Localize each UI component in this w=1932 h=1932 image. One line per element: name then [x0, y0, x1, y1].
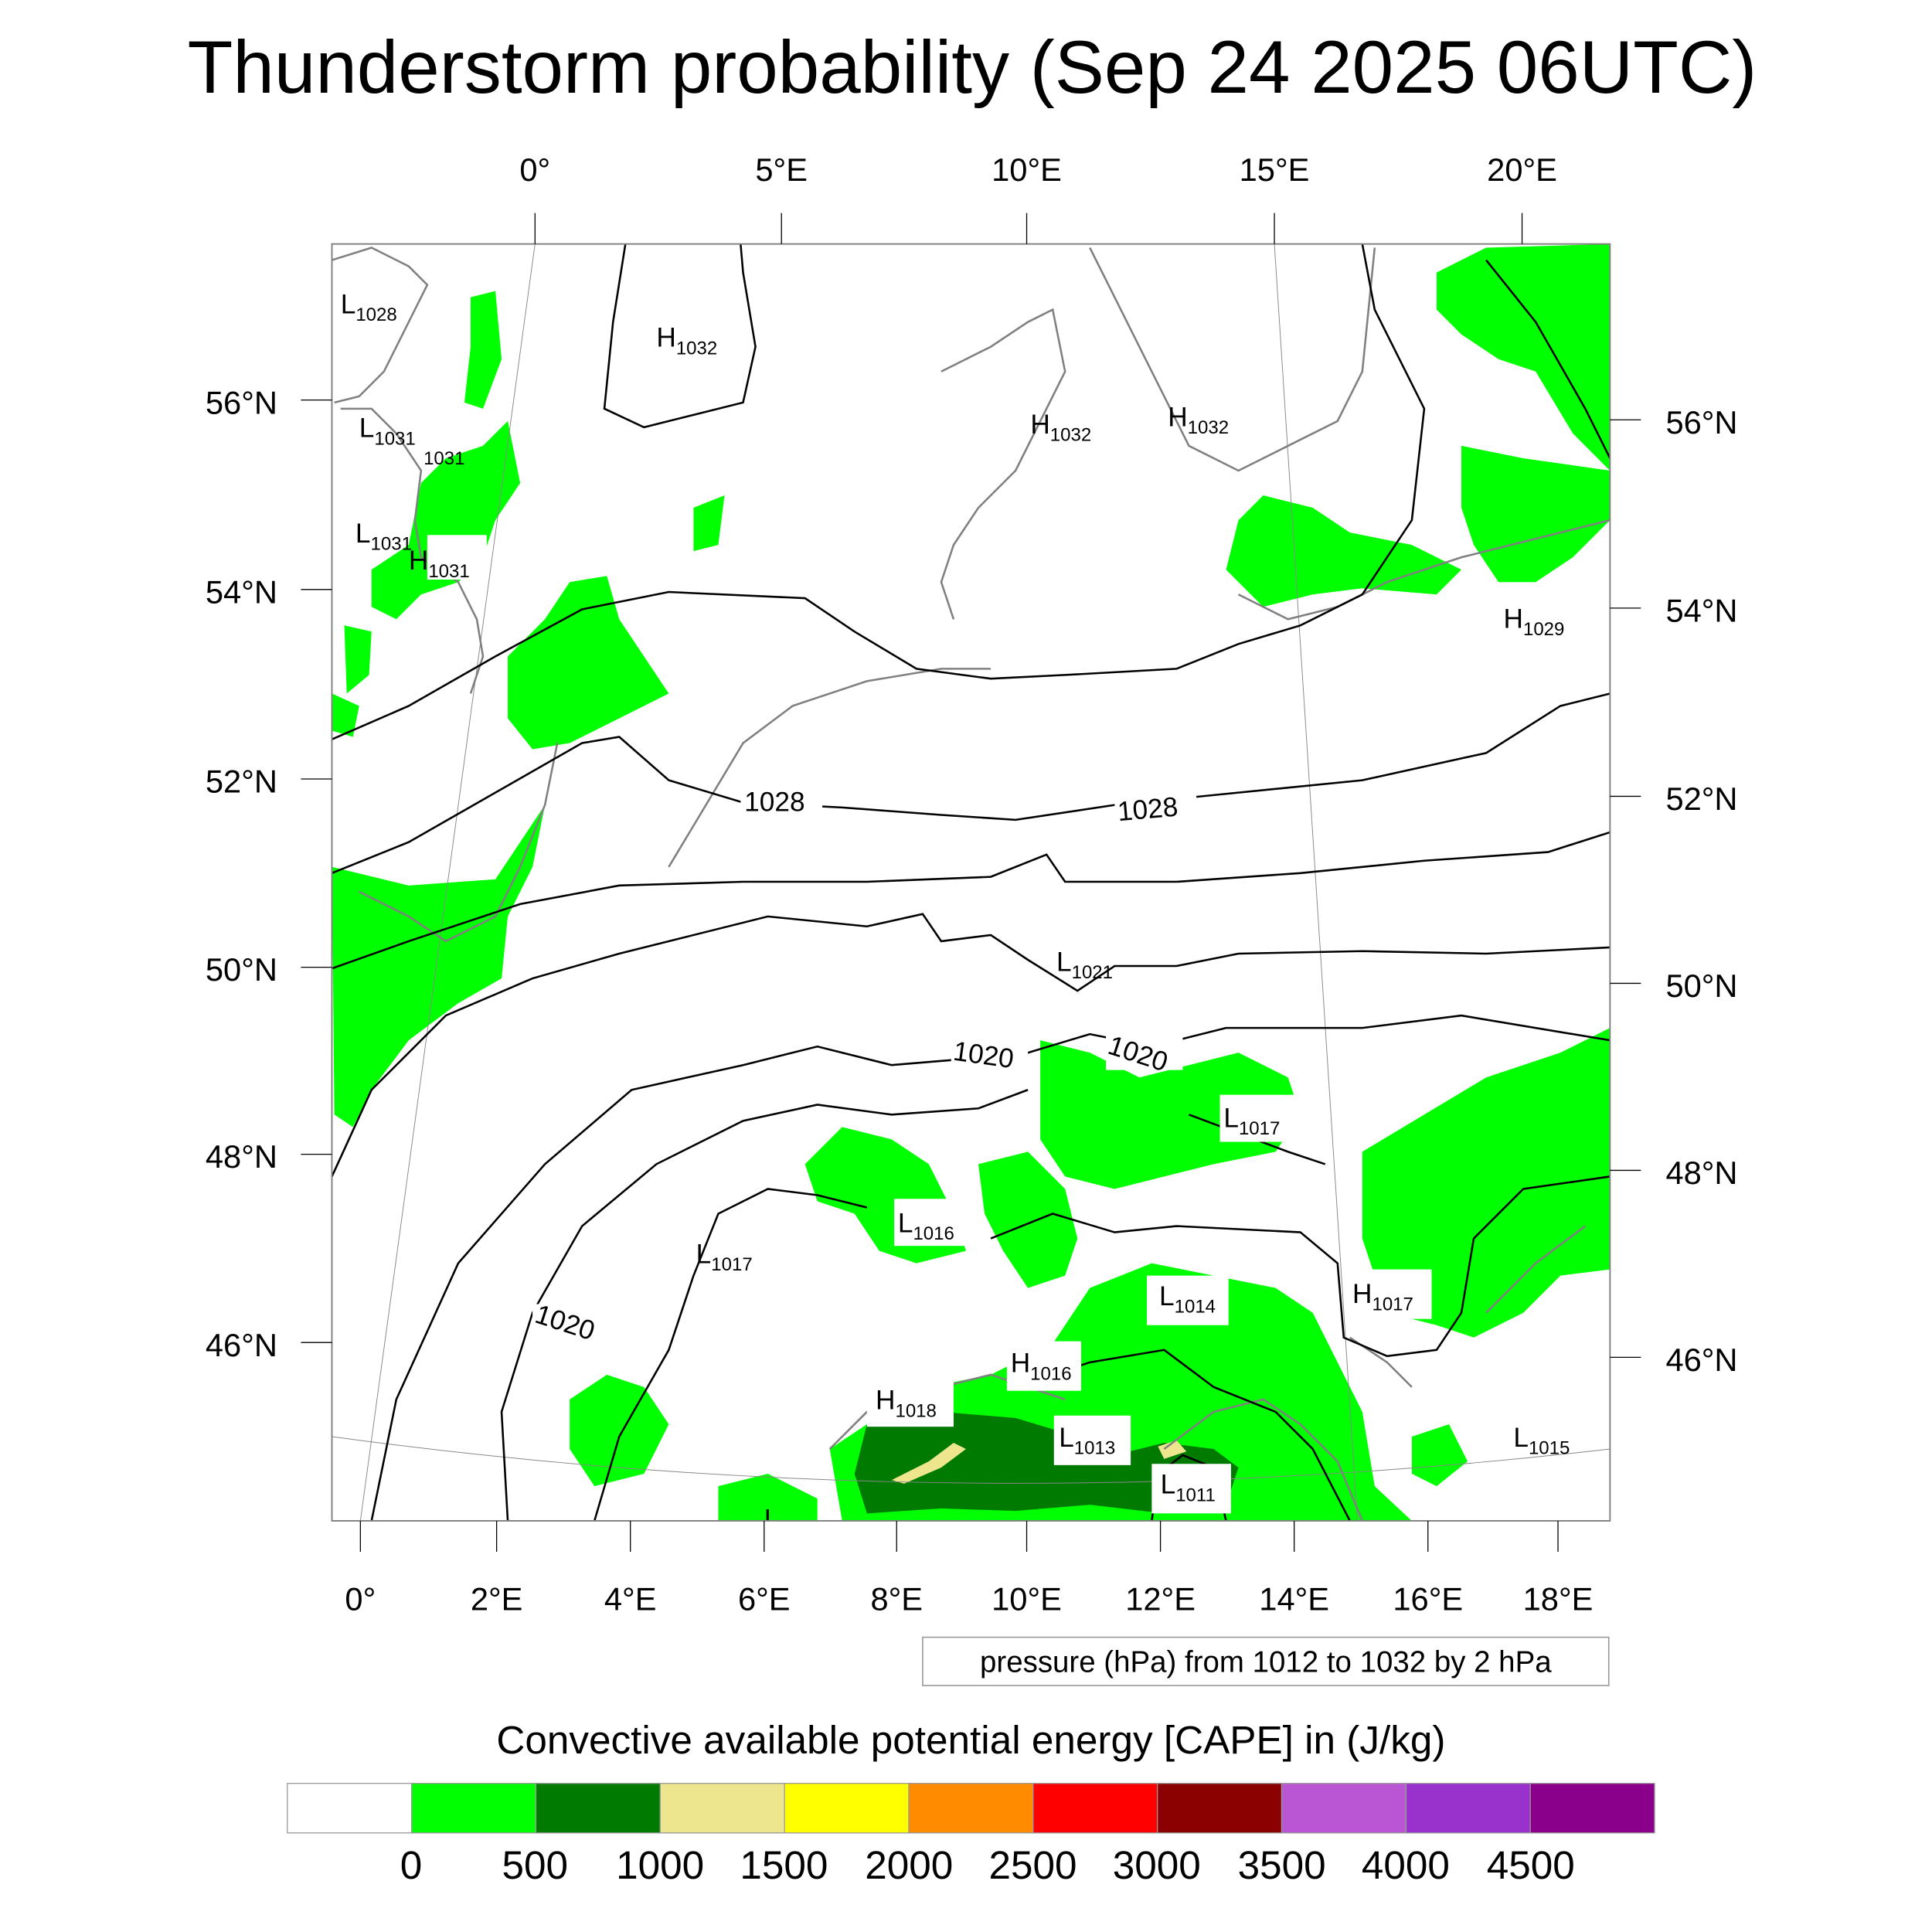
pressure-center: L1028	[341, 289, 397, 325]
cape-1000-1500-area	[891, 1442, 966, 1484]
colorbar-title: Convective available potential energy [C…	[496, 1718, 1445, 1762]
pressure-center: L1016	[898, 1209, 954, 1245]
contour-labels: 1028 1028 1020 1020 1020	[532, 782, 1197, 1346]
pressure-center: H1017	[1352, 1279, 1413, 1315]
pressure-center: L1013	[1059, 1423, 1115, 1459]
graticule	[332, 243, 1611, 1521]
right-latitude-labels: 56°N 54°N 52°N 50°N 48°N 46°N	[1665, 404, 1737, 1378]
pressure-center: L1017	[1223, 1103, 1280, 1139]
map-area: L1028 L1031 1031 L1031 H1031 H1032 H1032…	[332, 243, 1611, 1521]
cape-500-1000-area	[854, 1411, 1239, 1514]
bottom-longitude-labels: 0° 2°E 4°E 6°E 8°E 10°E 12°E 14°E 16°E 1…	[345, 1580, 1593, 1617]
lon-label: 4°E	[604, 1580, 657, 1617]
contour-label: 1028	[744, 787, 804, 818]
lon-label: 10°E	[992, 151, 1062, 188]
contour-info-text: pressure (hPa) from 1012 to 1032 by 2 hP…	[980, 1645, 1552, 1679]
lat-label: 56°N	[1665, 404, 1737, 440]
colorbar-label: 4000	[1362, 1843, 1450, 1887]
lat-label: 52°N	[206, 764, 277, 800]
pressure-center: L1015	[1513, 1423, 1570, 1459]
lon-label: 6°E	[738, 1580, 791, 1617]
colorbar-label: 3000	[1113, 1843, 1201, 1887]
lat-label: 46°N	[1665, 1342, 1737, 1378]
lat-label: 50°N	[206, 951, 277, 988]
pressure-center: H1029	[1504, 604, 1565, 641]
contour-info-box	[922, 1636, 1610, 1686]
cape-1000-1500-area	[1158, 1440, 1187, 1459]
lat-label: 54°N	[1665, 592, 1737, 628]
pressure-center: H1032	[1030, 410, 1091, 446]
lat-label: 52°N	[1665, 781, 1737, 817]
colorbar-labels: 0 500 1000 1500 2000 2500 3000 3500 4000…	[400, 1843, 1575, 1887]
pressure-center: H1016	[1011, 1349, 1072, 1385]
colorbar-swatch	[1405, 1783, 1531, 1834]
lat-label: 48°N	[206, 1138, 277, 1175]
left-latitude-labels: 56°N 54°N 52°N 50°N 48°N 46°N	[206, 384, 277, 1363]
isobars	[332, 243, 1611, 1521]
lon-label: 2°E	[471, 1580, 523, 1617]
colorbar-label: 4500	[1487, 1843, 1575, 1887]
colorbar-label: 1500	[740, 1843, 828, 1887]
lon-label: 20°E	[1487, 151, 1557, 188]
pressure-center: 1031	[423, 448, 464, 469]
colorbar-swatch	[1281, 1783, 1406, 1834]
lon-label: 14°E	[1259, 1580, 1329, 1617]
pressure-center: L1017	[696, 1240, 753, 1276]
colorbar-label: 2000	[865, 1843, 953, 1887]
colorbar-label: 3500	[1238, 1843, 1326, 1887]
lon-label: 16°E	[1393, 1580, 1463, 1617]
colorbar-swatch	[659, 1783, 785, 1834]
colorbar-swatch	[1032, 1783, 1158, 1834]
colorbar-swatch	[784, 1783, 910, 1834]
lon-label: 5°E	[755, 151, 808, 188]
pressure-center: H1018	[876, 1386, 937, 1422]
colorbar-swatch	[287, 1783, 413, 1834]
lat-label: 56°N	[206, 384, 277, 420]
pressure-center: H1032	[656, 323, 717, 359]
pressure-center: L1011	[1161, 1470, 1216, 1506]
pressure-center: L1021	[1056, 947, 1113, 983]
colorbar-swatch	[1529, 1783, 1655, 1834]
lon-label: 8°E	[870, 1580, 923, 1617]
colorbar-swatch	[1157, 1783, 1283, 1834]
colorbar-label: 2500	[989, 1843, 1077, 1887]
lon-label: 0°	[519, 151, 550, 188]
axis-ticks	[301, 213, 1641, 1553]
colorbar-swatch	[410, 1783, 537, 1834]
pressure-center: L1014	[1159, 1281, 1216, 1318]
lon-label: 0°	[345, 1580, 376, 1617]
map-frame	[331, 243, 1611, 1522]
lat-label: 46°N	[206, 1327, 277, 1363]
colorbar	[287, 1783, 1655, 1834]
lon-label: 10°E	[992, 1580, 1062, 1617]
top-longitude-labels: 0° 5°E 10°E 15°E 20°E	[519, 151, 1557, 188]
colorbar-label: 1000	[616, 1843, 704, 1887]
lat-label: 50°N	[1665, 968, 1737, 1004]
colorbar-label: 0	[400, 1843, 423, 1887]
pressure-center: L1031	[355, 519, 412, 555]
lat-label: 48°N	[1665, 1155, 1737, 1191]
pressure-center: H1032	[1168, 402, 1229, 438]
colorbar-swatch	[908, 1783, 1034, 1834]
pressure-center: H1031	[409, 546, 470, 582]
pressure-center: L1031	[359, 413, 416, 450]
colorbar-swatch	[535, 1783, 661, 1834]
pressure-center-labels: L1028 L1031 1031 L1031 H1031 H1032 H1032…	[341, 289, 1570, 1520]
cape-0-500-areas	[332, 243, 1611, 1521]
lon-label: 18°E	[1523, 1580, 1594, 1617]
figure-title: Thunderstorm probability (Sep 24 2025 06…	[188, 26, 1757, 109]
lon-label: 15°E	[1240, 151, 1310, 188]
colorbar-label: 500	[502, 1843, 569, 1887]
contour-label: 1028	[1116, 792, 1179, 828]
lat-label: 54°N	[206, 573, 277, 610]
lon-label: 12°E	[1125, 1580, 1196, 1617]
